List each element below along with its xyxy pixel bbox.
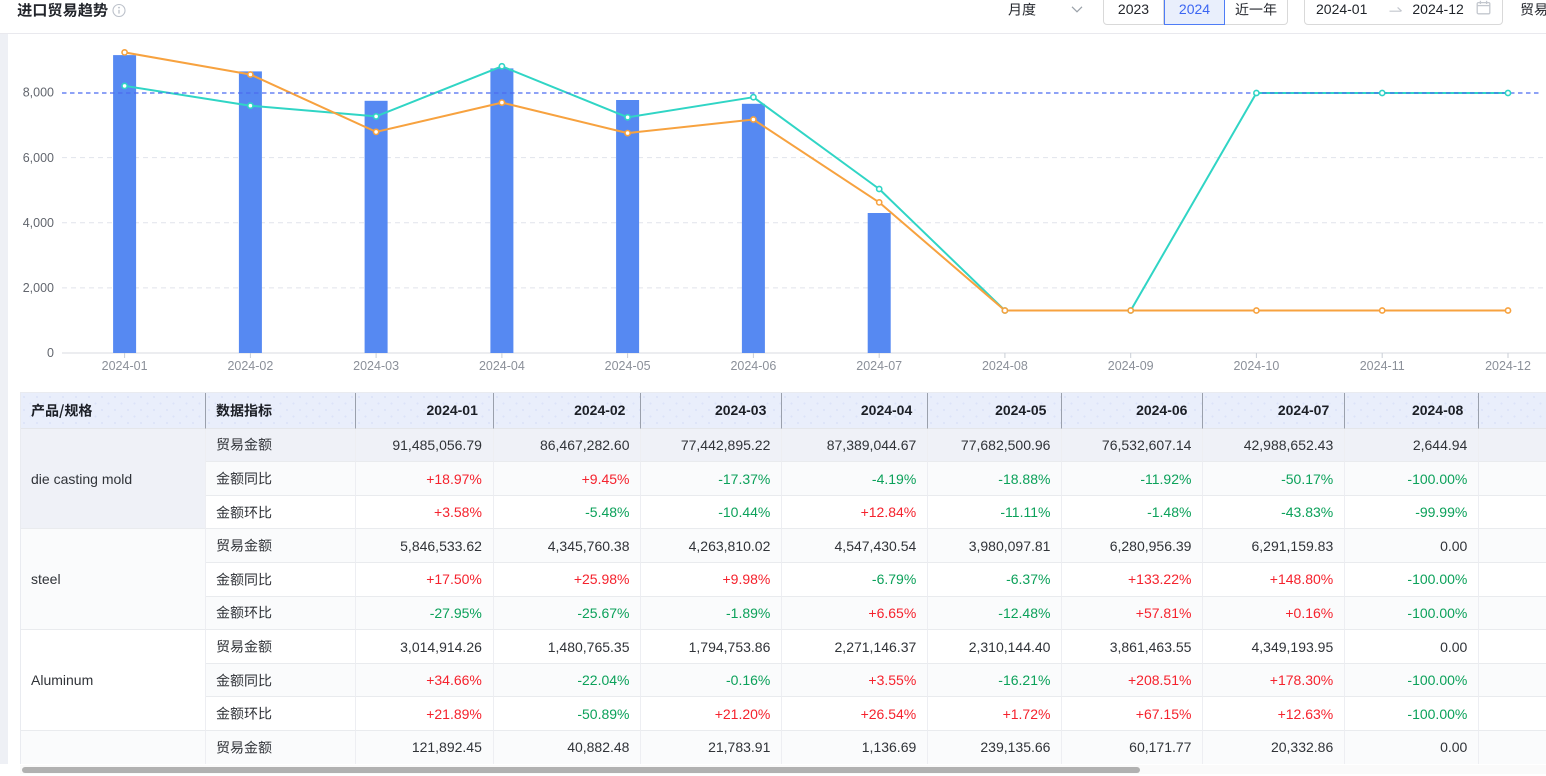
svg-text:2024-01: 2024-01 bbox=[102, 359, 148, 373]
svg-text:2024-11: 2024-11 bbox=[1360, 359, 1405, 373]
svg-text:8,000: 8,000 bbox=[23, 86, 54, 100]
svg-text:2024-10: 2024-10 bbox=[1233, 359, 1279, 373]
svg-text:2024-06: 2024-06 bbox=[730, 359, 776, 373]
svg-text:2024-05: 2024-05 bbox=[605, 359, 651, 373]
svg-text:2024-04: 2024-04 bbox=[479, 359, 525, 373]
svg-text:0: 0 bbox=[47, 346, 54, 360]
svg-text:2024-08: 2024-08 bbox=[982, 359, 1028, 373]
svg-text:2,000: 2,000 bbox=[23, 281, 54, 295]
svg-text:2024-02: 2024-02 bbox=[227, 359, 273, 373]
svg-text:2024-09: 2024-09 bbox=[1108, 359, 1154, 373]
svg-text:2024-12: 2024-12 bbox=[1485, 359, 1531, 373]
svg-text:2024-07: 2024-07 bbox=[856, 359, 902, 373]
svg-text:6,000: 6,000 bbox=[23, 151, 54, 165]
svg-text:2024-03: 2024-03 bbox=[353, 359, 399, 373]
svg-text:4,000: 4,000 bbox=[23, 216, 54, 230]
